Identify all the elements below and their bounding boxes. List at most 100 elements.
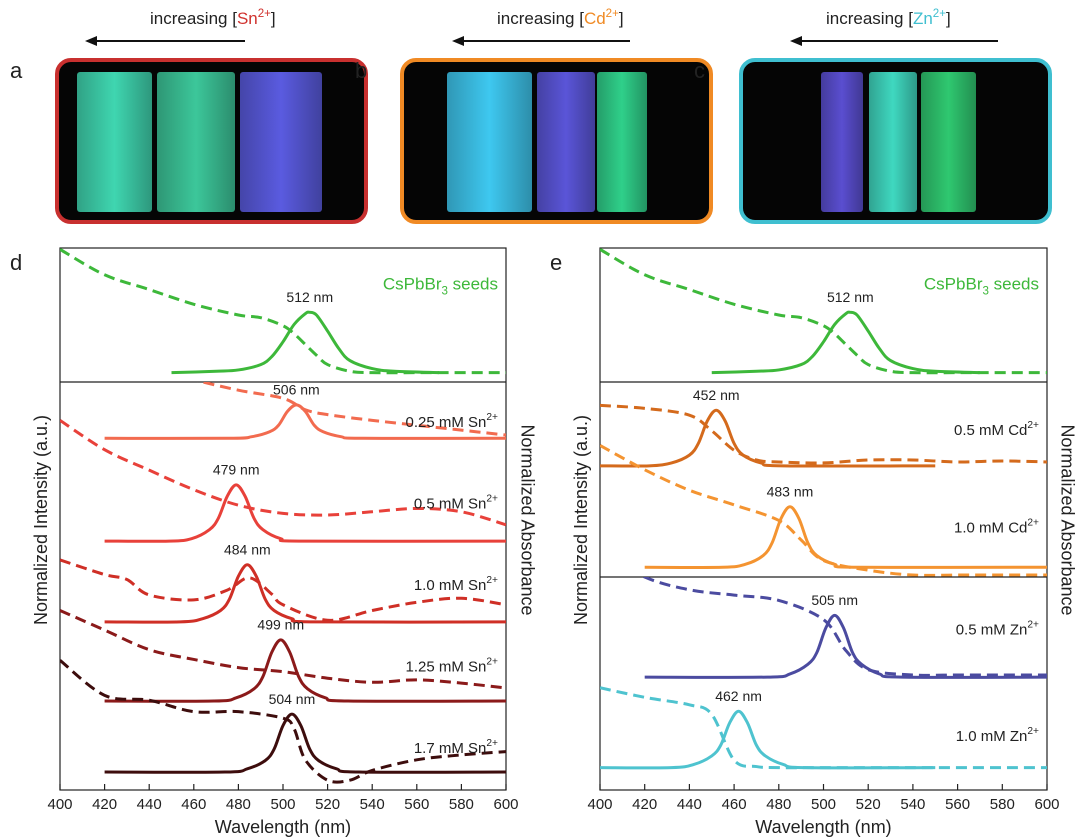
x-tick-label: 580 <box>990 796 1015 813</box>
text-part: 0.5 mM Zn <box>956 621 1028 638</box>
text-part: 2+ <box>1027 420 1039 431</box>
text-part: Sn <box>237 9 258 28</box>
trace-label: 0.5 mM Sn2+ <box>414 494 498 513</box>
text-part: 1.0 mM Zn <box>956 728 1028 745</box>
arrow-head <box>452 36 464 46</box>
peak-label: 479 nm <box>213 462 260 478</box>
peak-label: 505 nm <box>811 592 858 608</box>
absorbance-curve <box>600 249 1047 372</box>
x-tick-label: 460 <box>181 796 206 813</box>
y2-axis-label: Normalized Absorbance <box>517 424 537 615</box>
x-tick-label: 400 <box>47 796 72 813</box>
text-part: seeds <box>448 275 498 294</box>
pl-curve <box>600 410 935 466</box>
text-part: 2+ <box>1027 517 1039 528</box>
text-part: 2+ <box>486 657 498 668</box>
text-part: CsPbBr <box>924 275 983 294</box>
trace-label: 0.5 mM Cd2+ <box>954 420 1039 439</box>
text-part: Cd <box>584 9 606 28</box>
x-tick-label: 500 <box>811 796 836 813</box>
panel-label: c <box>694 58 705 83</box>
trace-label: 1.0 mM Cd2+ <box>954 517 1039 536</box>
x-tick-label: 540 <box>900 796 925 813</box>
arrow-head <box>790 36 802 46</box>
trace-label: 0.25 mM Sn2+ <box>406 412 499 431</box>
text-part: 2+ <box>486 575 498 586</box>
pl-curve <box>600 711 935 768</box>
caption: increasing [Cd2+] <box>497 8 624 28</box>
panel-label: e <box>550 250 562 275</box>
text-part: 0.5 mM Cd <box>954 422 1027 439</box>
absorbance-curve <box>60 249 506 372</box>
x-tick-label: 600 <box>1034 796 1059 813</box>
text-part: increasing [ <box>150 9 237 28</box>
text-part: 2+ <box>1027 726 1039 737</box>
text-part: 2+ <box>933 8 946 20</box>
peak-label: 512 nm <box>286 289 333 305</box>
x-tick-label: 440 <box>137 796 162 813</box>
absorbance-curve <box>600 550 1047 675</box>
cuvette <box>77 72 152 212</box>
x-tick-label: 420 <box>92 796 117 813</box>
text-part: seeds <box>989 275 1039 294</box>
y2-axis-label: Normalized Absorbance <box>1057 424 1077 615</box>
text-part: ] <box>271 9 276 28</box>
trace-label: CsPbBr3 seeds <box>383 275 498 298</box>
x-tick-label: 560 <box>404 796 429 813</box>
x-tick-label: 540 <box>360 796 385 813</box>
x-axis-label: Wavelength (nm) <box>755 817 891 837</box>
peak-label: 483 nm <box>767 484 814 500</box>
peak-label: 499 nm <box>257 617 304 633</box>
cuvette <box>157 72 235 212</box>
trace-label: 0.5 mM Zn2+ <box>956 619 1039 638</box>
pl-curve <box>712 312 980 373</box>
panel-label: a <box>10 58 23 83</box>
x-tick-label: 440 <box>677 796 702 813</box>
cuvette <box>597 72 647 212</box>
x-tick-label: 480 <box>766 796 791 813</box>
text-part: 1.7 mM Sn <box>414 740 487 757</box>
cuvette <box>921 72 976 212</box>
y-axis-label: Normalized Intensity (a.u.) <box>571 415 591 625</box>
arrow-head <box>85 36 97 46</box>
x-tick-label: 480 <box>226 796 251 813</box>
trace-label: 1.25 mM Sn2+ <box>406 657 499 676</box>
panel-label: d <box>10 250 22 275</box>
peak-label: 462 nm <box>715 688 762 704</box>
trace-label: 1.0 mM Zn2+ <box>956 726 1039 745</box>
text-part: ] <box>619 9 624 28</box>
text-part: increasing [ <box>826 9 913 28</box>
caption: increasing [Zn2+] <box>826 8 951 28</box>
x-tick-label: 580 <box>449 796 474 813</box>
cuvette <box>869 72 917 212</box>
x-axis-label: Wavelength (nm) <box>215 817 351 837</box>
peak-label: 484 nm <box>224 541 271 557</box>
text-part: 2+ <box>486 412 498 423</box>
figure: aincreasing [Sn2+]bincreasing [Cd2+]cinc… <box>0 0 1079 837</box>
trace-label: 1.7 mM Sn2+ <box>414 738 498 757</box>
pl-curve <box>105 485 506 541</box>
text-part: ] <box>946 9 951 28</box>
text-part: 2+ <box>486 738 498 749</box>
text-part: 0.5 mM Sn <box>414 495 487 512</box>
x-tick-label: 460 <box>722 796 747 813</box>
text-part: 2+ <box>1027 619 1039 630</box>
cuvette <box>821 72 863 212</box>
plot-frame <box>60 248 506 790</box>
text-part: 1.25 mM Sn <box>406 659 487 676</box>
pl-curve <box>172 312 440 373</box>
text-part: 1.0 mM Sn <box>414 577 487 594</box>
x-tick-label: 420 <box>632 796 657 813</box>
cuvette <box>240 72 322 212</box>
peak-label: 506 nm <box>273 382 320 398</box>
x-tick-label: 400 <box>587 796 612 813</box>
x-tick-label: 520 <box>315 796 340 813</box>
peak-label: 452 nm <box>693 387 740 403</box>
x-tick-label: 600 <box>493 796 518 813</box>
text-part: 2+ <box>486 494 498 505</box>
text-part: CsPbBr <box>383 275 442 294</box>
panel-label: b <box>355 58 367 83</box>
cuvette <box>447 72 532 212</box>
x-tick-label: 500 <box>270 796 295 813</box>
text-part: 2+ <box>258 8 271 20</box>
